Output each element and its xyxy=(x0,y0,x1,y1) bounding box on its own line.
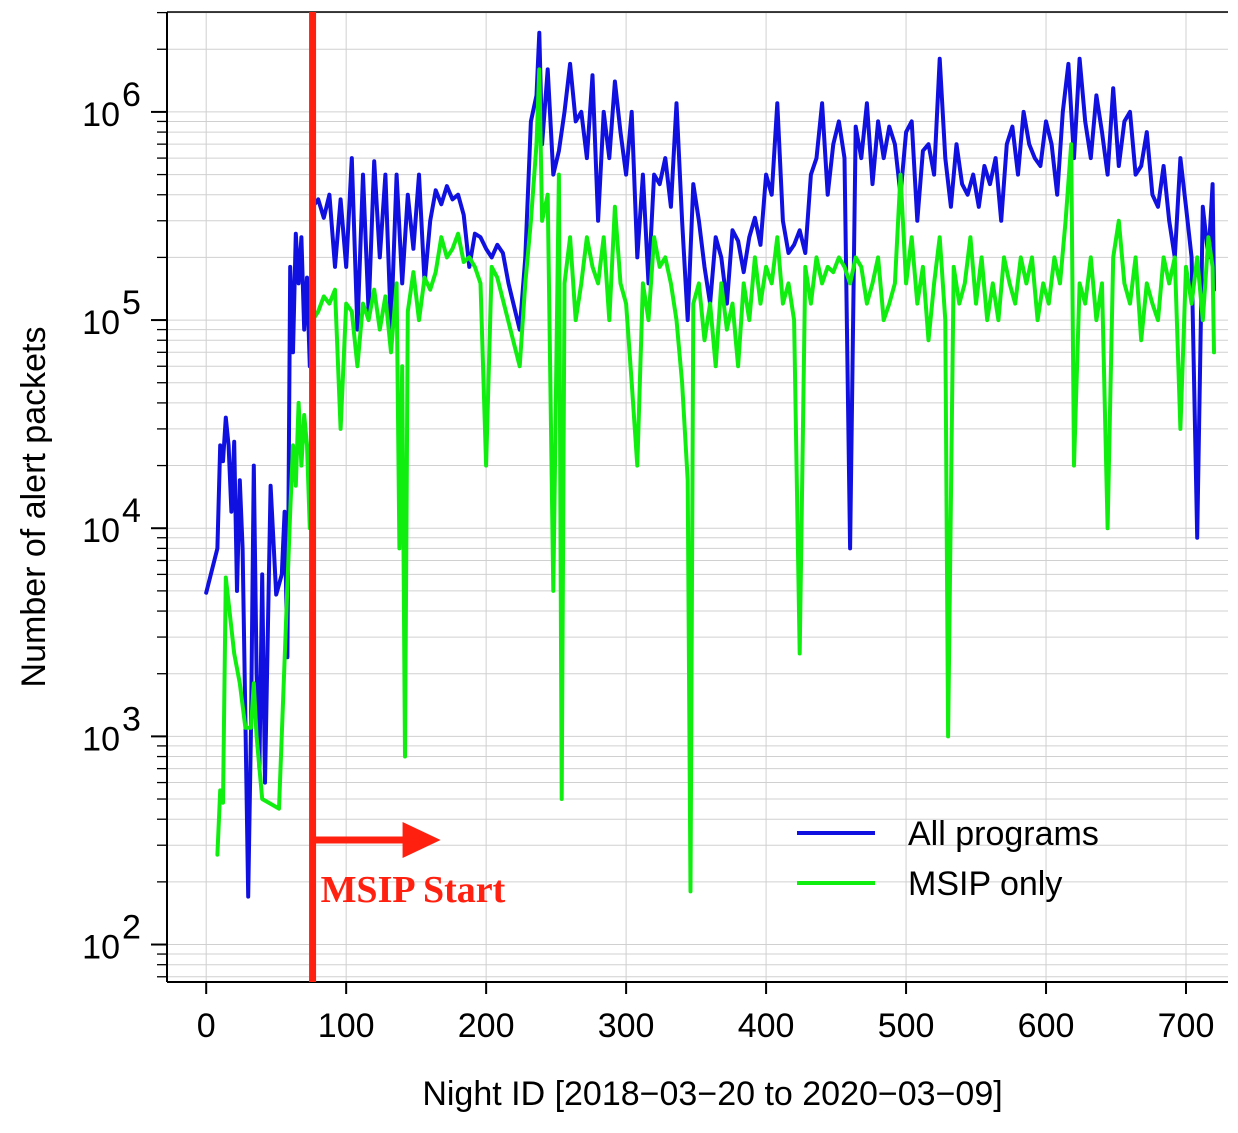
x-tick-label: 0 xyxy=(197,1007,216,1045)
x-tick-label: 400 xyxy=(738,1007,795,1045)
x-axis-title: Night ID [2018−03−20 to 2020−03−09] xyxy=(422,1075,1002,1113)
legend: All programs MSIP only xyxy=(797,815,1099,903)
x-tick-label: 500 xyxy=(878,1007,935,1045)
grid xyxy=(167,12,1228,982)
y-tick-label: 10 xyxy=(82,304,120,342)
y-tick-label: 10 xyxy=(82,512,120,550)
msip-start-label: MSIP Start xyxy=(321,869,506,911)
x-tick-label: 600 xyxy=(1018,1007,1075,1045)
x-tick-label: 300 xyxy=(598,1007,655,1045)
y-tick-label: 10 xyxy=(82,929,120,967)
y-axis-title: Number of alert packets xyxy=(15,327,53,688)
y-tick-exponent: 4 xyxy=(122,492,141,530)
series-group xyxy=(204,30,1216,899)
x-tick-label: 200 xyxy=(458,1007,515,1045)
y-tick-label: 10 xyxy=(82,720,120,758)
y-tick-exponent: 6 xyxy=(122,76,141,114)
y-tick-exponent: 3 xyxy=(122,700,141,738)
series-line-msip-only xyxy=(215,67,1216,894)
annotation-group: MSIP Start xyxy=(309,12,506,982)
y-tick-label: 10 xyxy=(82,96,120,134)
legend-label: All programs xyxy=(908,815,1099,853)
y-tick-exponent: 5 xyxy=(122,284,141,322)
x-tick-label: 100 xyxy=(318,1007,375,1045)
series-line-all-programs xyxy=(204,30,1216,899)
x-tick-label: 700 xyxy=(1158,1007,1215,1045)
axes: 0 100 200 300 400 500 600 700102103104105106Nig… xyxy=(15,11,1228,1113)
y-tick-exponent: 2 xyxy=(122,909,141,947)
msip-start-arrowhead xyxy=(402,822,441,858)
legend-label: MSIP only xyxy=(908,865,1062,903)
